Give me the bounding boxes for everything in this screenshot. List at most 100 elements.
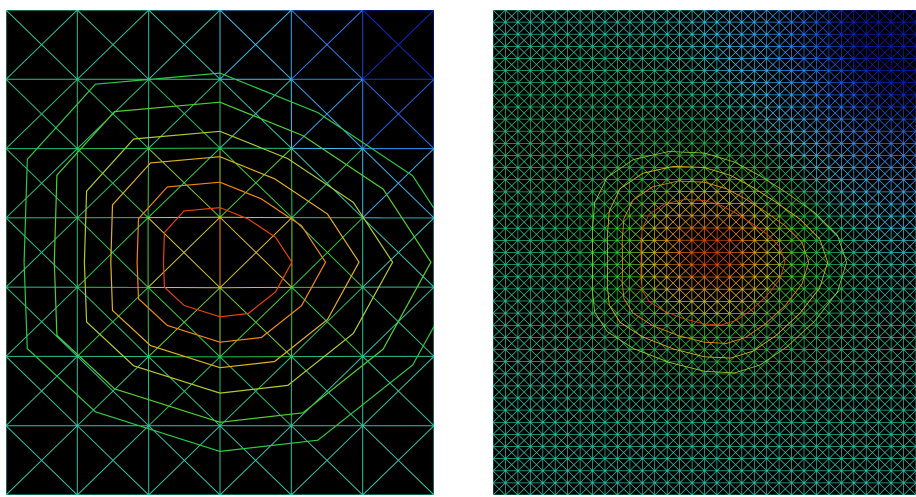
- mesh-edge: [542, 21, 556, 35]
- mesh-edge: [841, 227, 855, 241]
- mesh-edge: [903, 373, 916, 387]
- mesh-edge: [841, 349, 855, 362]
- mesh-edge: [691, 215, 705, 229]
- mesh-edge: [530, 276, 543, 290]
- mesh-edge: [505, 361, 519, 375]
- mesh-edge: [530, 215, 544, 229]
- mesh-edge: [691, 373, 705, 387]
- mesh-edge: [853, 264, 867, 278]
- mesh-edge: [903, 288, 916, 302]
- mesh-edge: [853, 276, 867, 290]
- mesh-edge: [579, 288, 593, 302]
- mesh-edge: [729, 252, 743, 266]
- mesh-edge: [148, 10, 221, 80]
- mesh-edge: [679, 203, 693, 217]
- mesh-edge: [517, 215, 531, 229]
- mesh-edge: [505, 106, 519, 120]
- mesh-edge: [679, 385, 693, 399]
- mesh-edge: [803, 82, 817, 96]
- mesh-edge: [791, 264, 805, 278]
- mesh-edge: [629, 227, 643, 241]
- mesh-edge: [890, 203, 904, 217]
- mesh-edge: [890, 94, 904, 108]
- mesh-edge: [878, 337, 892, 350]
- mesh-edge: [890, 33, 904, 47]
- mesh-edge: [554, 21, 568, 35]
- mesh-edge: [554, 130, 568, 144]
- mesh-edge: [791, 252, 805, 265]
- mesh-edge: [890, 130, 904, 144]
- mesh-edge: [878, 264, 892, 278]
- mesh-edge: [579, 349, 593, 362]
- mesh-edge: [629, 21, 643, 35]
- mesh-edge: [903, 240, 916, 253]
- mesh-edge: [716, 21, 730, 35]
- mesh-edge: [691, 154, 705, 168]
- mesh-edge: [567, 276, 581, 290]
- mesh-edge: [493, 373, 506, 387]
- mesh-edge: [766, 313, 780, 326]
- mesh-edge: [766, 240, 780, 253]
- mesh-edge: [803, 143, 817, 156]
- mesh-edge: [592, 288, 606, 302]
- mesh-edge: [865, 58, 879, 71]
- mesh-edge: [530, 397, 544, 411]
- mesh-edge: [754, 252, 768, 265]
- mesh-edge: [629, 373, 643, 387]
- mesh-edge: [617, 33, 631, 47]
- mesh-edge: [505, 58, 519, 71]
- mesh-edge: [890, 118, 904, 132]
- mesh-edge: [791, 94, 805, 108]
- mesh-edge: [779, 325, 792, 338]
- mesh-edge: [853, 21, 867, 35]
- mesh-edge: [579, 203, 593, 217]
- mesh-edge: [542, 179, 556, 193]
- mesh-edge: [666, 215, 680, 229]
- mesh-edge: [878, 300, 892, 314]
- mesh-edge: [741, 179, 755, 192]
- mesh-edge: [679, 301, 693, 314]
- mesh-edge: [754, 130, 768, 144]
- mesh-edge: [604, 94, 618, 108]
- mesh-edge: [362, 356, 434, 427]
- mesh-edge: [530, 130, 544, 144]
- mesh-edge: [754, 385, 767, 399]
- mesh-edge: [579, 215, 593, 229]
- mesh-edge: [741, 167, 755, 180]
- mesh-edge: [716, 82, 730, 96]
- mesh-edge: [679, 46, 693, 59]
- mesh-edge: [766, 46, 780, 59]
- mesh-edge: [517, 385, 531, 399]
- mesh-edge: [691, 82, 705, 96]
- mesh-edge: [554, 179, 568, 193]
- mesh-edge: [604, 288, 618, 302]
- mesh-edge: [617, 46, 631, 59]
- mesh-edge: [828, 337, 842, 350]
- mesh-edge: [803, 70, 817, 83]
- mesh-edge: [878, 46, 892, 59]
- mesh-edge: [567, 82, 581, 96]
- mesh-edge: [803, 264, 817, 278]
- mesh-edge: [505, 191, 519, 205]
- mesh-edge: [530, 179, 544, 193]
- mesh-edge: [741, 337, 755, 350]
- mesh-edge: [754, 118, 767, 132]
- mesh-edge: [493, 252, 506, 265]
- mesh-edge: [604, 276, 618, 290]
- mesh-edge: [641, 118, 655, 132]
- mesh-edge: [629, 82, 643, 96]
- mesh-edge: [530, 94, 544, 108]
- mesh-edge: [505, 337, 519, 350]
- mesh-edge: [629, 143, 643, 156]
- mesh-edge: [741, 70, 755, 83]
- mesh-edge: [679, 373, 693, 387]
- mesh-edge: [803, 373, 817, 387]
- mesh-edge: [579, 276, 593, 290]
- mesh-edge: [890, 21, 904, 35]
- mesh-edge: [629, 240, 643, 253]
- mesh-edge: [828, 58, 842, 71]
- mesh-edge: [741, 227, 755, 241]
- mesh-edge: [828, 70, 842, 83]
- mesh-edge: [517, 361, 531, 375]
- mesh-edge: [604, 106, 618, 120]
